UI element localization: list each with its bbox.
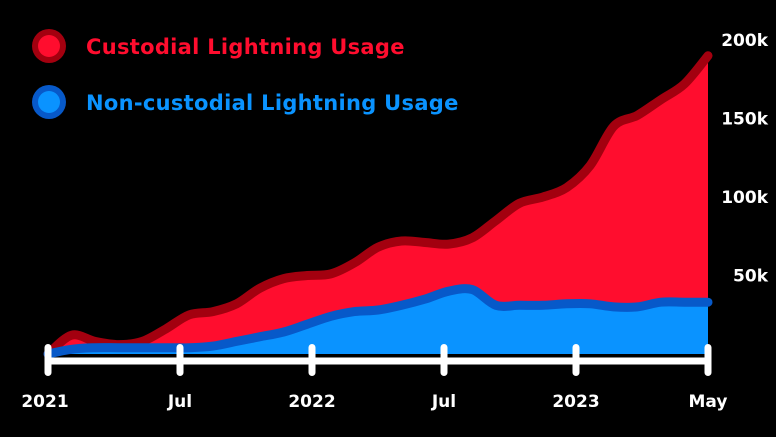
x-tick-mark [308,344,316,376]
x-tick-label: Jul [167,392,192,412]
custodial-usage-line [43,51,713,359]
custodial-usage-area [48,55,708,354]
x-tick-label: May [689,392,728,412]
y-tick-label: 100k [721,188,768,208]
legend: Custodial Lightning Usage Non-custodial L… [32,29,459,119]
x-tick-label: Jul [431,392,456,412]
y-tick-label: 200k [721,31,768,51]
x-tick-label: 2021 [21,392,68,412]
non-custodial-usage-area [48,288,708,354]
x-tick-mark [440,344,448,376]
x-tick-mark [176,344,184,376]
y-axis-ticks: 50k 100k 150k 200k [721,31,768,287]
custodial-legend-marker [38,35,60,57]
y-tick-label: 150k [721,110,768,130]
non-custodial-legend-marker [38,91,60,113]
x-axis-ticks: 2021 Jul 2022 Jul 2023 May [21,392,727,412]
x-tick-mark [704,344,712,376]
custodial-legend-label: Custodial Lightning Usage [86,35,405,59]
non-custodial-usage-line [43,284,713,359]
x-tick-mark [572,344,580,376]
x-tick-label: 2023 [552,392,599,412]
x-axis [44,344,712,376]
x-tick-mark [44,344,52,376]
y-tick-label: 50k [733,267,769,287]
chart-areas [43,51,713,359]
x-tick-label: 2022 [288,392,335,412]
non-custodial-legend-label: Non-custodial Lightning Usage [86,91,459,115]
